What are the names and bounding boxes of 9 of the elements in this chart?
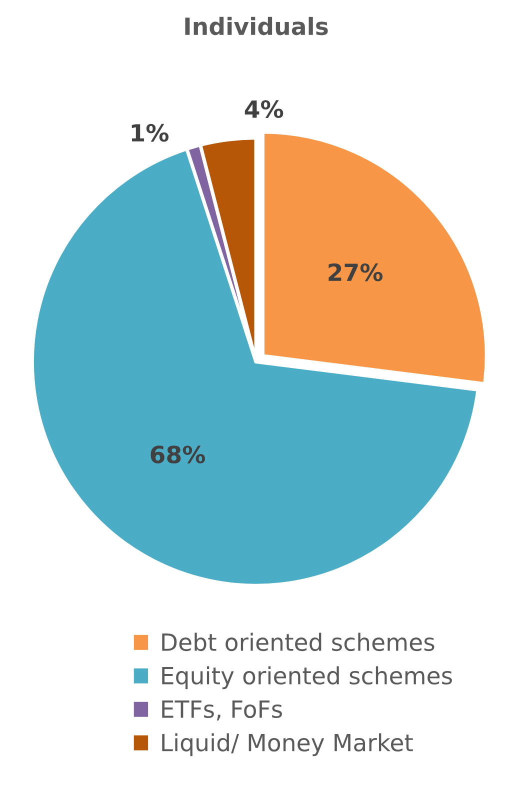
data-label: 27% [328, 263, 383, 282]
legend-label: Debt oriented schemes [162, 632, 434, 652]
legend-label: Equity oriented schemes [162, 666, 452, 690]
data-label: 1% [132, 124, 169, 142]
data-label: 68% [150, 446, 206, 464]
chart-title: Individuals [185, 16, 328, 36]
data-label: 4% [244, 100, 284, 118]
legend-label: ETFs, FoFs [162, 700, 282, 720]
legend-label: Liquid/ Money Market [162, 733, 413, 756]
